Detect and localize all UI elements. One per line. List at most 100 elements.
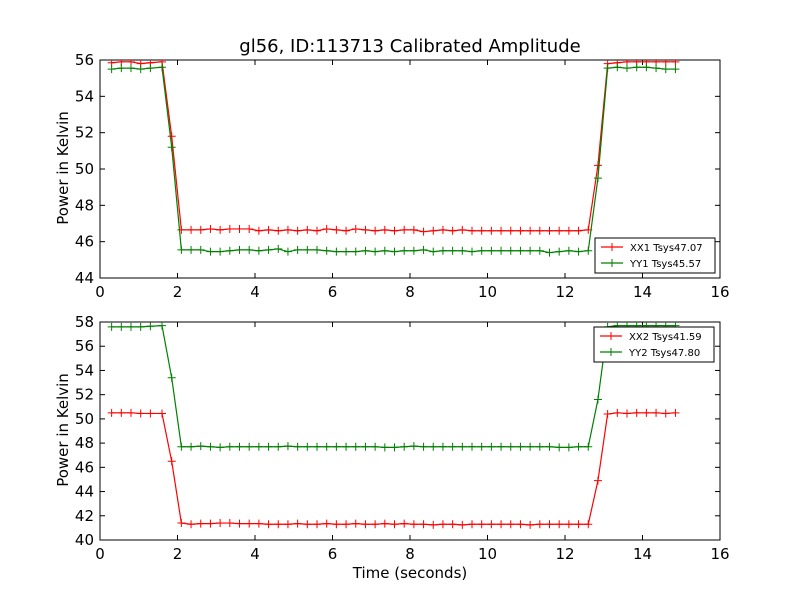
bottom-series-2-point	[526, 442, 535, 451]
bottom-series-1-point	[167, 457, 176, 466]
bottom-y-tick-label: 56	[75, 337, 94, 355]
bottom-series-1-point	[196, 519, 205, 528]
top-series-2-point	[206, 247, 215, 256]
top-series-2-point	[419, 245, 428, 254]
top-series-2-point	[555, 247, 564, 256]
bottom-series-1-point	[400, 519, 409, 528]
bottom-y-tick-label: 40	[75, 531, 94, 549]
top-series-2-point	[438, 246, 447, 255]
bottom-series-1-point	[545, 520, 554, 529]
top-series-2-point	[497, 246, 506, 255]
bottom-series-2-point	[458, 442, 467, 451]
bottom-y-tick-label: 42	[75, 507, 94, 525]
bottom-series-2-point	[419, 442, 428, 451]
bottom-series-2-point	[429, 442, 438, 451]
top-x-tick-label: 8	[405, 283, 415, 301]
top-series-2-point	[158, 63, 166, 72]
bottom-series-2-point	[167, 373, 176, 382]
bottom-series-1-point	[225, 519, 234, 528]
bottom-series-2-point	[468, 442, 476, 451]
top-x-tick-label: 16	[710, 283, 729, 301]
bottom-series-2-point	[497, 442, 506, 451]
bottom-series-2-point	[409, 442, 418, 451]
bottom-series-2-point	[136, 322, 145, 331]
top-x-tick-label: 12	[555, 283, 574, 301]
bottom-series-1-point	[652, 408, 661, 417]
top-series-2-point	[623, 64, 631, 73]
top-legend-box	[594, 237, 716, 274]
top-series-1-point	[429, 226, 438, 235]
top-series-2-point	[516, 246, 525, 255]
top-series-2-point	[642, 63, 651, 72]
bottom-series-2-point	[245, 442, 254, 451]
bottom-series-1-point	[487, 520, 496, 529]
top-legend-marker-2	[608, 259, 616, 267]
top-series-2-point	[613, 63, 622, 72]
top-series-1-point	[555, 226, 564, 235]
bottom-series-1-point	[390, 520, 399, 529]
bottom-series-1-point	[177, 519, 186, 528]
top-series-1-point	[167, 132, 176, 141]
top-series-2-point	[254, 246, 263, 255]
top-series-2-point	[671, 65, 680, 74]
top-series-1-point	[254, 226, 263, 235]
bottom-series-2-point	[400, 442, 409, 451]
top-series-1-point	[516, 226, 525, 235]
chart-title: gl56, ID:113713 Calibrated Amplitude	[239, 36, 580, 57]
top-series-1-point	[448, 226, 457, 235]
bottom-legend-label-2: YY2 Tsys47.80	[628, 348, 700, 359]
top-series-2-point	[245, 245, 254, 254]
bottom-series-2-point	[117, 322, 126, 331]
bottom-series-1-point	[283, 520, 292, 529]
bottom-series-1-point	[274, 520, 283, 529]
top-series-2-point	[274, 244, 283, 253]
bottom-series-2-point	[107, 322, 116, 331]
top-series-2-point	[487, 246, 496, 255]
bottom-series-2-point	[177, 442, 186, 451]
bottom-series-1-point	[497, 520, 506, 529]
top-series-2-point	[136, 65, 145, 74]
bottom-series-2-point	[216, 443, 225, 452]
top-y-tick-label: 50	[75, 160, 94, 178]
top-series-2-point	[603, 64, 612, 73]
bottom-series-1-point	[371, 520, 380, 529]
top-series-2-point	[322, 246, 331, 255]
top-y-tick-label: 54	[75, 87, 94, 105]
top-series-2-point	[235, 245, 244, 254]
top-x-tick-label: 6	[328, 283, 338, 301]
bottom-series-1-point	[671, 408, 680, 417]
top-series-1-point	[477, 226, 486, 235]
top-series-2-point	[380, 246, 389, 255]
top-legend-label-2: YY1 Tsys45.57	[629, 259, 701, 270]
top-series-1-point	[574, 226, 583, 235]
top-series-1-point	[468, 226, 476, 235]
top-x-tick-label: 2	[173, 283, 183, 301]
top-series-2-point	[409, 246, 418, 255]
bottom-series-2-point	[332, 442, 341, 451]
top-series-1-point	[274, 226, 283, 235]
bottom-series-2-point	[146, 322, 155, 331]
top-series-2-point	[448, 246, 457, 255]
bottom-x-tick-label: 0	[95, 545, 105, 563]
top-series-1-point	[332, 225, 341, 234]
top-series-2-point	[177, 245, 186, 254]
top-series-1-point	[400, 225, 409, 234]
top-y-tick-label: 46	[75, 233, 94, 251]
top-series-2-point	[196, 245, 205, 254]
top-series-2-point	[661, 65, 670, 74]
bottom-series-1-point	[127, 408, 135, 417]
bottom-series-1-point	[254, 519, 263, 528]
top-series-2-point	[400, 246, 409, 255]
top-x-tick-label: 4	[250, 283, 260, 301]
bottom-series-1	[107, 408, 680, 529]
top-series-2-point	[526, 246, 535, 255]
top-series-1-point	[342, 226, 351, 235]
top-series-1-point	[409, 225, 418, 234]
bottom-series-2-point	[127, 322, 135, 331]
top-series-2-point	[371, 247, 380, 256]
top-series-1-point	[313, 226, 321, 235]
top-series-1-point	[380, 225, 389, 234]
bottom-series-2-point	[390, 443, 399, 452]
